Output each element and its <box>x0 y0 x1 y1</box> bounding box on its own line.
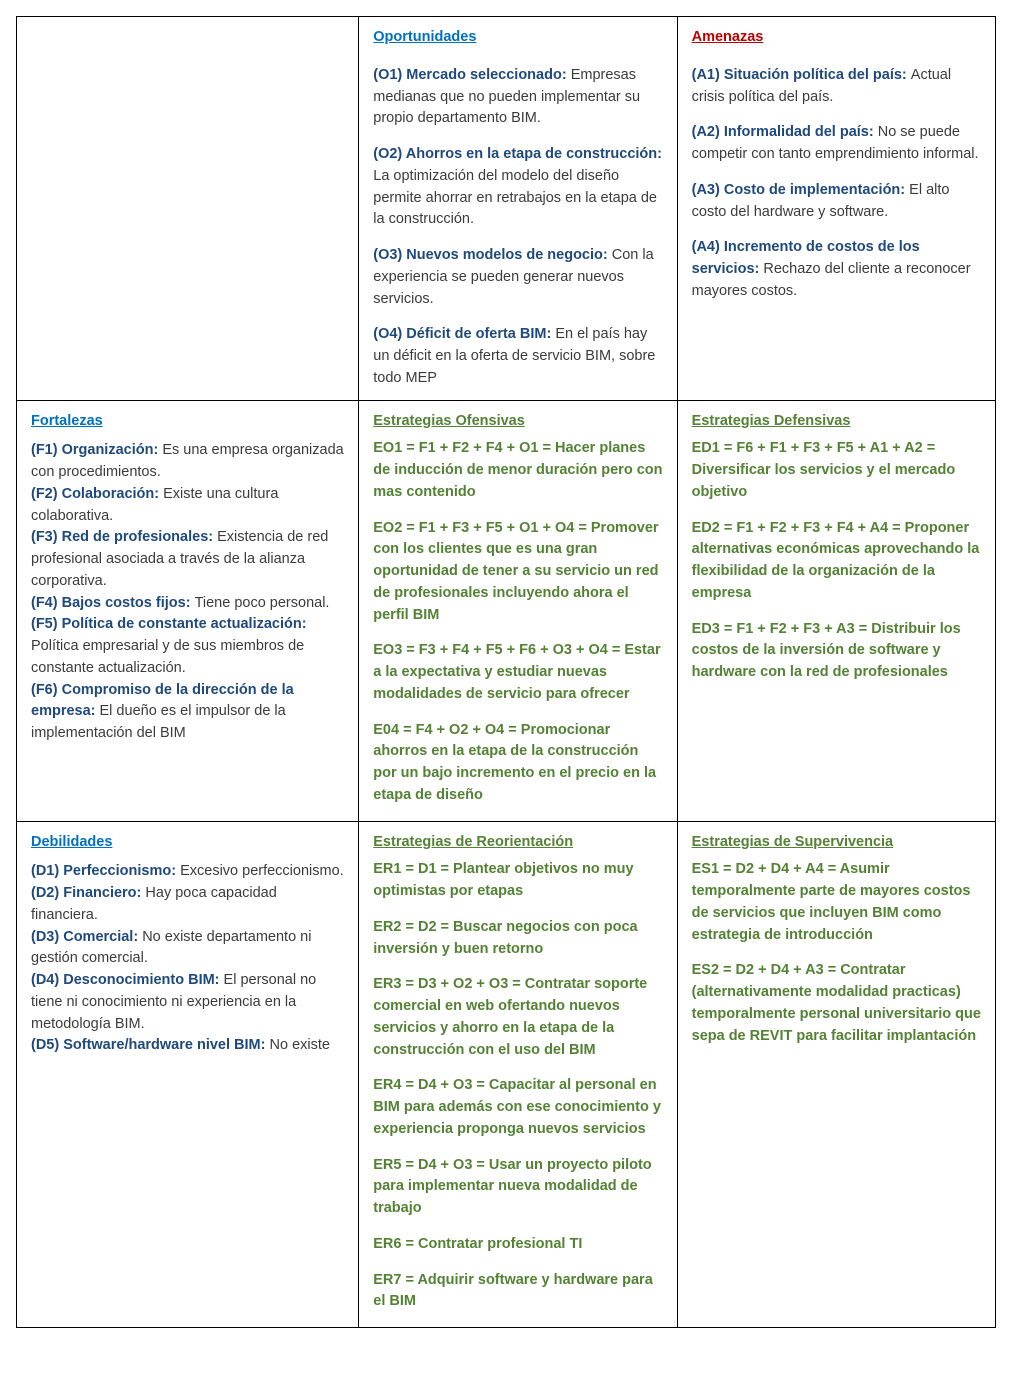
reorientation-strategies-cell: Estrategias de Reorientación ER1 = D1 = … <box>359 821 677 1328</box>
strategy-es1: ES1 = D2 + D4 + A4 = Asumir temporalment… <box>692 859 981 946</box>
strength-f2: (F2) Colaboración: Existe una cultura co… <box>31 484 344 528</box>
strength-f5: (F5) Política de constante actualización… <box>31 614 344 679</box>
weaknesses-cell: Debilidades (D1) Perfeccionismo: Excesiv… <box>17 821 359 1328</box>
weakness-d1: (D1) Perfeccionismo: Excesivo perfeccion… <box>31 861 344 883</box>
survival-strategies-cell: Estrategias de Supervivencia ES1 = D2 + … <box>677 821 995 1328</box>
opportunities-header-cell: Oportunidades (O1) Mercado seleccionado:… <box>359 17 677 401</box>
strength-f3: (F3) Red de profesionales: Existencia de… <box>31 527 344 592</box>
strategy-er6: ER6 = Contratar profesional TI <box>373 1234 662 1256</box>
offensive-title: Estrategias Ofensivas <box>373 413 525 429</box>
weakness-d4: (D4) Desconocimiento BIM: El personal no… <box>31 970 344 1035</box>
corner-cell-empty <box>17 17 359 401</box>
strength-f4: (F4) Bajos costos fijos: Tiene poco pers… <box>31 593 344 615</box>
threat-a3: (A3) Costo de implementación: El alto co… <box>692 180 981 224</box>
strategy-eo3: EO3 = F3 + F4 + F5 + F6 + O3 + O4 = Esta… <box>373 640 662 705</box>
reorientation-title: Estrategias de Reorientación <box>373 834 573 850</box>
threats-title: Amenazas <box>692 27 764 49</box>
weaknesses-title: Debilidades <box>31 832 112 854</box>
threats-header-cell: Amenazas (A1) Situación política del paí… <box>677 17 995 401</box>
strength-f6: (F6) Compromiso de la dirección de la em… <box>31 680 344 745</box>
strategy-es2: ES2 = D2 + D4 + A3 = Contratar (alternat… <box>692 960 981 1047</box>
strategy-eo4: E04 = F4 + O2 + O4 = Promocionar ahorros… <box>373 720 662 807</box>
strategy-eo2: EO2 = F1 + F3 + F5 + O1 + O4 = Promover … <box>373 518 662 627</box>
strategy-ed1: ED1 = F6 + F1 + F3 + F5 + A1 + A2 = Dive… <box>692 438 981 503</box>
strength-f1: (F1) Organización: Es una empresa organi… <box>31 440 344 484</box>
strengths-title: Fortalezas <box>31 411 103 433</box>
weakness-d2: (D2) Financiero: Hay poca capacidad fina… <box>31 883 344 927</box>
weaknesses-row: Debilidades (D1) Perfeccionismo: Excesiv… <box>17 821 996 1328</box>
strategy-ed2: ED2 = F1 + F2 + F3 + F4 + A4 = Proponer … <box>692 518 981 605</box>
strategy-er5: ER5 = D4 + O3 = Usar un proyecto piloto … <box>373 1155 662 1220</box>
survival-title: Estrategias de Supervivencia <box>692 834 894 850</box>
threat-a2: (A2) Informalidad del país: No se puede … <box>692 122 981 166</box>
strategy-er4: ER4 = D4 + O3 = Capacitar al personal en… <box>373 1075 662 1140</box>
strengths-cell: Fortalezas (F1) Organización: Es una emp… <box>17 400 359 821</box>
offensive-strategies-cell: Estrategias Ofensivas EO1 = F1 + F2 + F4… <box>359 400 677 821</box>
dafo-matrix-table: Oportunidades (O1) Mercado seleccionado:… <box>16 16 996 1328</box>
strategy-er2: ER2 = D2 = Buscar negocios con poca inve… <box>373 917 662 961</box>
strategy-er1: ER1 = D1 = Plantear objetivos no muy opt… <box>373 859 662 903</box>
weakness-d5: (D5) Software/hardware nivel BIM: No exi… <box>31 1035 344 1057</box>
weakness-d3: (D3) Comercial: No existe departamento n… <box>31 927 344 971</box>
strategy-eo1: EO1 = F1 + F2 + F4 + O1 = Hacer planes d… <box>373 438 662 503</box>
threat-a4: (A4) Incremento de costos de los servici… <box>692 237 981 302</box>
opportunities-title: Oportunidades <box>373 27 476 49</box>
defensive-strategies-cell: Estrategias Defensivas ED1 = F6 + F1 + F… <box>677 400 995 821</box>
strategy-er7: ER7 = Adquirir software y hardware para … <box>373 1270 662 1314</box>
strategy-ed3: ED3 = F1 + F2 + F3 + A3 = Distribuir los… <box>692 619 981 684</box>
strengths-row: Fortalezas (F1) Organización: Es una emp… <box>17 400 996 821</box>
threat-a1: (A1) Situación política del país: Actual… <box>692 65 981 109</box>
opportunity-o3: (O3) Nuevos modelos de negocio: Con la e… <box>373 245 662 310</box>
defensive-title: Estrategias Defensivas <box>692 413 851 429</box>
opportunity-o1: (O1) Mercado seleccionado: Empresas medi… <box>373 65 662 130</box>
opportunity-o4: (O4) Déficit de oferta BIM: En el país h… <box>373 324 662 389</box>
header-row: Oportunidades (O1) Mercado seleccionado:… <box>17 17 996 401</box>
strategy-er3: ER3 = D3 + O2 + O3 = Contratar soporte c… <box>373 974 662 1061</box>
opportunity-o2: (O2) Ahorros en la etapa de construcción… <box>373 144 662 231</box>
